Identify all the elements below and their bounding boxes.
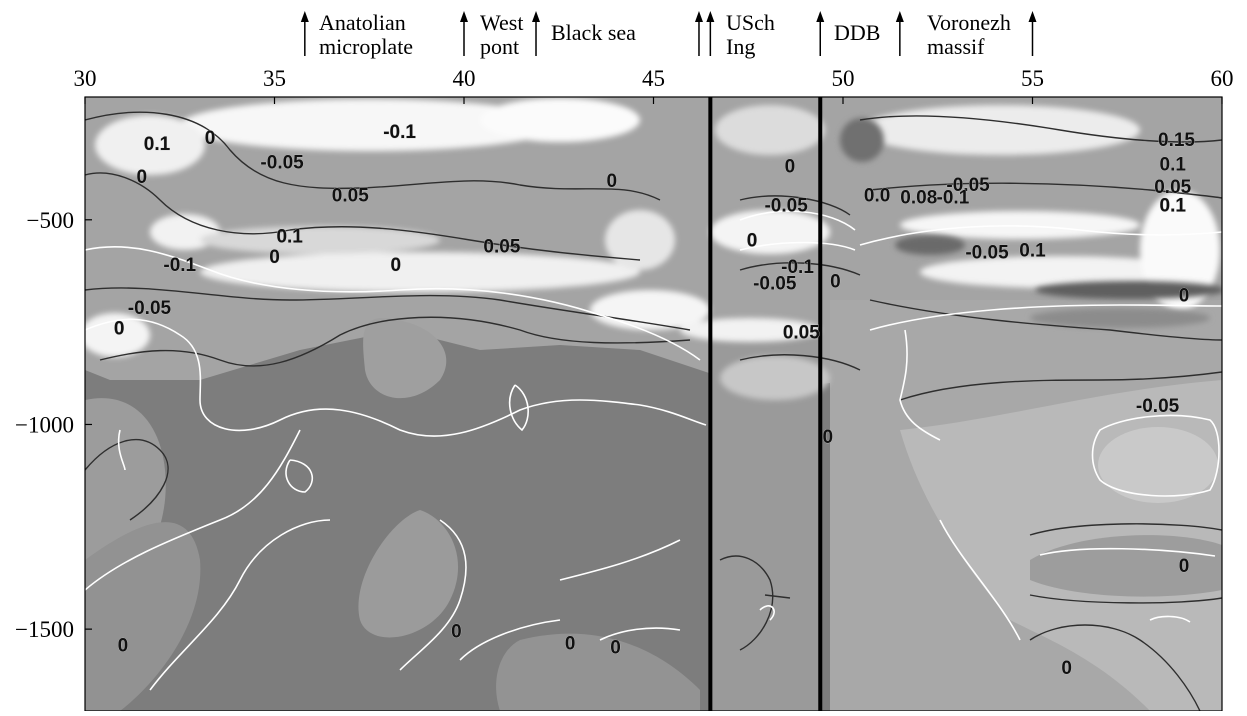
contour-label: -0.05 <box>764 196 808 217</box>
contour-label: 0.05 <box>783 323 820 344</box>
contour-label: 0 <box>137 167 148 188</box>
contour-label: 0.05 <box>483 237 520 258</box>
contour-label: -0.1 <box>163 255 196 276</box>
y-axis: −500 −1000 −1500 <box>15 208 92 642</box>
lower-oval <box>1030 535 1222 597</box>
contour-label: 0.1 <box>144 134 171 155</box>
right-oval <box>1098 427 1218 503</box>
x-tick-label: 30 <box>74 66 97 91</box>
region-arrow-head <box>460 11 468 22</box>
contour-label: 0 <box>823 427 834 448</box>
region-label: pont <box>480 34 519 59</box>
contour-label: 0 <box>118 636 129 657</box>
dark-contours <box>85 111 1222 711</box>
x-tick-label: 60 <box>1211 66 1234 91</box>
contour-label: 0.08 <box>900 187 937 208</box>
contour-label: 0.1 <box>276 226 303 247</box>
contour-label: 0 <box>205 128 216 149</box>
x-tick-label: 50 <box>832 66 855 91</box>
region-arrow-head <box>895 11 904 22</box>
vertical-lines <box>708 97 823 711</box>
region-label: Ing <box>726 34 755 59</box>
white-contours <box>85 210 1222 691</box>
region-label: DDB <box>834 20 880 45</box>
contour-label: -0.05 <box>965 243 1009 264</box>
dark-anomalies <box>840 118 1222 328</box>
mid-blob-2 <box>363 318 447 399</box>
contour-label: 0 <box>390 255 401 276</box>
region-label: USch <box>726 10 775 35</box>
region-arrow-head <box>694 11 703 22</box>
x-tick-label: 55 <box>1021 66 1044 91</box>
mid-blob-3 <box>496 633 700 711</box>
x-tick-label: 35 <box>263 66 286 91</box>
contour-label: -0.1 <box>383 122 416 143</box>
region-arrow-head <box>300 11 309 22</box>
contour-label: -0.05 <box>753 273 797 294</box>
contour-label: -0.1 <box>781 257 814 278</box>
contour-label: 0 <box>1179 286 1190 307</box>
region-label: microplate <box>319 34 413 59</box>
x-tick-label: 45 <box>642 66 665 91</box>
x-tick-label: 40 <box>453 66 476 91</box>
contour-label: 0 <box>610 638 621 659</box>
contour-field <box>85 97 1222 711</box>
contour-label: 0 <box>451 621 462 642</box>
contour-label: 0 <box>1179 556 1190 577</box>
contour-label: 0.15 <box>1158 130 1195 151</box>
contour-label: 0.0 <box>864 185 890 206</box>
contour-label: 0 <box>114 318 125 339</box>
contour-label: 0 <box>1061 658 1072 679</box>
region-label: Anatolian <box>319 10 406 35</box>
region-arrow-head <box>532 11 541 22</box>
contour-label: -0.05 <box>128 298 172 319</box>
region-arrow-head <box>1028 11 1037 22</box>
y-tick-label: −500 <box>27 208 74 233</box>
contour-label: 0 <box>785 157 796 178</box>
y-tick-label: −1000 <box>15 412 74 437</box>
contour-label: 0.05 <box>332 185 369 206</box>
contour-label: -0.05 <box>1136 396 1180 417</box>
contour-label: 0.1 <box>1160 196 1187 217</box>
contour-label: 0 <box>830 271 841 292</box>
region-label: West <box>480 10 523 35</box>
contour-label: 0 <box>269 247 280 268</box>
region-arrow-head <box>816 11 825 22</box>
contour-label: -0.05 <box>946 175 990 196</box>
contour-label: 0.1 <box>1019 241 1046 262</box>
contour-label: 0.1 <box>1160 155 1187 176</box>
mid-blob-1 <box>358 510 459 638</box>
region-label: massif <box>927 34 985 59</box>
contour-label: 0 <box>747 230 758 251</box>
contour-label: 0 <box>565 634 576 655</box>
contour-label: -0.05 <box>260 153 304 174</box>
region-arrow-head <box>706 11 715 22</box>
y-tick-label: −1500 <box>15 617 74 642</box>
contour-label: 0 <box>607 171 618 192</box>
region-label: Voronezh <box>927 10 1011 35</box>
contour-label: -0.1 <box>937 187 970 208</box>
strip-region <box>711 340 822 711</box>
region-label: Black sea <box>551 20 636 45</box>
x-axis: 30 35 40 45 50 55 60 <box>74 66 1234 104</box>
contour-label: 0.05 <box>1154 177 1191 198</box>
